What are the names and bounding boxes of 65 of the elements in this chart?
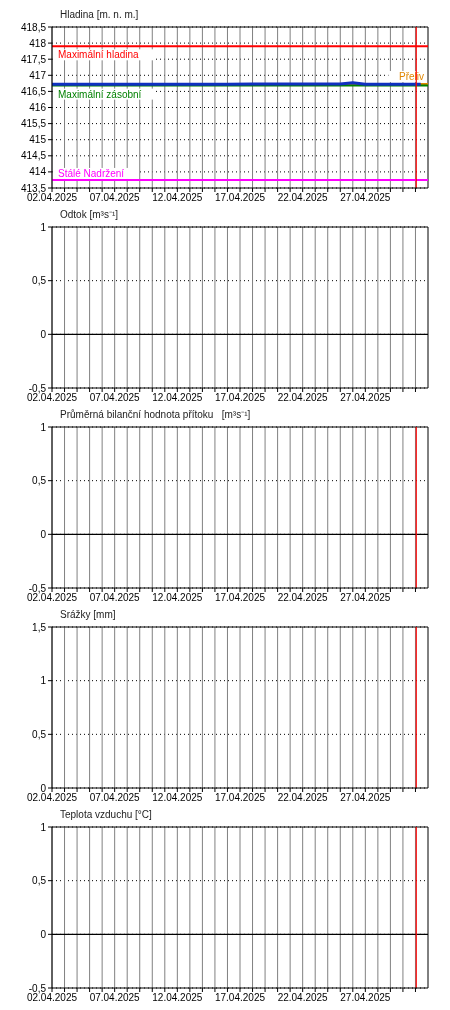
x-tick-label: 22.04.2025	[277, 192, 329, 204]
x-tick-label: 27.04.2025	[340, 392, 391, 404]
y-tick-label: 418	[29, 37, 47, 49]
x-tick-label: 27.04.2025	[340, 592, 391, 604]
x-tick-label: 27.04.2025	[340, 792, 391, 804]
x-tick-label: 12.04.2025	[152, 592, 203, 604]
chart-title: Odtok [m³s⁻¹]	[59, 208, 119, 222]
x-tick-label: 27.04.2025	[340, 992, 391, 1004]
x-tick-label: 12.04.2025	[152, 192, 203, 204]
x-tick-label: 02.04.2025	[26, 392, 78, 404]
x-tick-label: 07.04.2025	[89, 392, 141, 404]
y-tick-label: 0,5	[32, 728, 47, 740]
x-tick-label: 22.04.2025	[277, 592, 329, 604]
x-tick-label: 02.04.2025	[26, 192, 78, 204]
y-tick-label: 417,5	[20, 53, 47, 65]
x-tick-label: 17.04.2025	[214, 592, 266, 604]
chart-title: Srážky [mm]	[59, 608, 117, 622]
ref-line-label: Stálé Nadržení	[58, 167, 125, 179]
y-tick-label: 0,5	[32, 275, 47, 287]
x-tick-label: 22.04.2025	[277, 792, 329, 804]
x-tick-label: 22.04.2025	[277, 992, 329, 1004]
y-tick-label: 1	[40, 221, 47, 233]
x-tick-label: 07.04.2025	[89, 592, 141, 604]
x-tick-label: 07.04.2025	[89, 992, 141, 1004]
y-tick-label: 0	[40, 782, 47, 794]
x-tick-label: 12.04.2025	[152, 392, 203, 404]
x-tick-label: 17.04.2025	[214, 392, 266, 404]
y-tick-label: 1	[40, 675, 47, 687]
y-tick-label: -0,5	[28, 982, 47, 994]
y-tick-label: 0	[40, 928, 47, 940]
ref-line-label: Maximální hladina	[58, 49, 140, 61]
x-tick-label: 02.04.2025	[26, 792, 78, 804]
x-tick-label: 12.04.2025	[152, 792, 203, 804]
x-tick-label: 27.04.2025	[340, 192, 391, 204]
y-tick-label: 0,5	[32, 875, 47, 887]
y-tick-label: 414	[29, 166, 47, 178]
y-tick-label: 413,5	[20, 182, 47, 194]
x-tick-label: 07.04.2025	[89, 792, 141, 804]
y-tick-label: 0	[40, 328, 47, 340]
x-tick-label: 02.04.2025	[26, 592, 78, 604]
y-tick-label: 416,5	[20, 85, 47, 97]
x-tick-label: 22.04.2025	[277, 392, 329, 404]
y-tick-label: -0,5	[28, 582, 47, 594]
y-tick-label: -0,5	[28, 382, 47, 394]
y-tick-label: 1	[40, 821, 47, 833]
y-tick-label: 418,5	[20, 21, 47, 33]
y-tick-label: 415,5	[20, 118, 47, 130]
y-tick-label: 415	[29, 134, 47, 146]
y-tick-label: 1	[40, 421, 47, 433]
chart-title: Průměrná bilanční hodnota přítoku [m³s⁻¹]	[59, 408, 252, 422]
x-tick-label: 17.04.2025	[214, 992, 266, 1004]
x-tick-label: 17.04.2025	[214, 192, 266, 204]
x-tick-label: 02.04.2025	[26, 992, 78, 1004]
y-tick-label: 1,5	[32, 621, 47, 633]
chart-title: Hladina [m. n. m.]	[59, 8, 140, 22]
y-tick-label: 0	[40, 528, 47, 540]
y-tick-label: 416	[29, 102, 47, 114]
x-tick-label: 12.04.2025	[152, 992, 203, 1004]
y-tick-label: 0,5	[32, 475, 47, 487]
x-tick-label: 17.04.2025	[214, 792, 266, 804]
y-tick-label: 414,5	[20, 150, 47, 162]
y-tick-label: 417	[29, 69, 47, 81]
ref-line-label: Maximální zásobní	[58, 88, 142, 100]
x-tick-label: 07.04.2025	[89, 192, 141, 204]
chart-title: Teplota vzduchu [°C]	[59, 808, 153, 822]
